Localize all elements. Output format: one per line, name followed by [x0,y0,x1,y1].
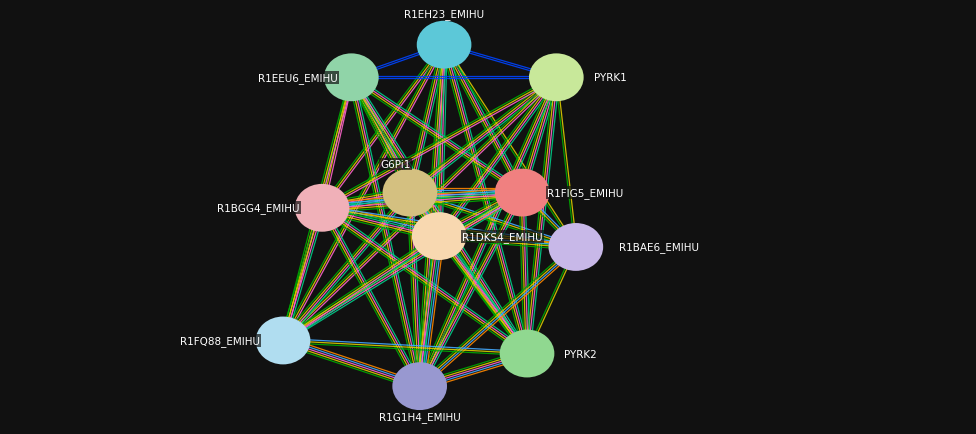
Text: R1BAE6_EMIHU: R1BAE6_EMIHU [619,242,699,253]
Ellipse shape [417,22,471,69]
Ellipse shape [392,362,447,410]
Text: G6Pi1: G6Pi1 [380,160,411,170]
Ellipse shape [495,169,549,217]
Ellipse shape [256,317,310,365]
Ellipse shape [500,330,554,378]
Text: R1BGG4_EMIHU: R1BGG4_EMIHU [218,203,300,214]
Ellipse shape [383,169,437,217]
Text: PYRK2: PYRK2 [564,349,597,358]
Ellipse shape [295,184,349,232]
Text: R1G1H4_EMIHU: R1G1H4_EMIHU [379,411,461,422]
Ellipse shape [412,213,467,260]
Text: R1FIG5_EMIHU: R1FIG5_EMIHU [548,187,624,199]
Ellipse shape [324,54,379,102]
Text: R1DKS4_EMIHU: R1DKS4_EMIHU [463,231,543,242]
Text: R1EH23_EMIHU: R1EH23_EMIHU [404,9,484,20]
Ellipse shape [529,54,584,102]
Text: R1FQ88_EMIHU: R1FQ88_EMIHU [180,335,260,346]
Text: R1EEU6_EMIHU: R1EEU6_EMIHU [258,72,338,84]
Text: PYRK1: PYRK1 [593,73,627,83]
Ellipse shape [549,224,603,271]
